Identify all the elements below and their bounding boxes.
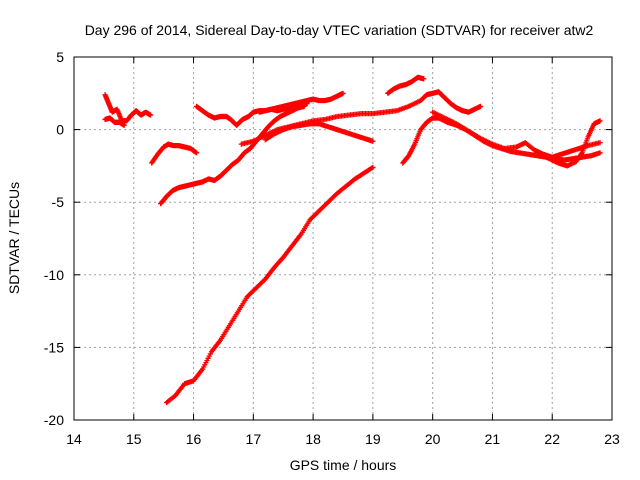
series-s1	[102, 92, 154, 124]
x-tick-label: 18	[305, 431, 321, 447]
data-point	[193, 150, 200, 156]
x-tick-label: 21	[485, 431, 501, 447]
series-s4	[256, 90, 346, 115]
y-tick-label: 0	[56, 122, 64, 138]
y-tick-label: -5	[52, 194, 65, 210]
plot-frame	[73, 56, 613, 421]
data-point	[340, 90, 346, 96]
data-point	[147, 112, 154, 118]
x-tick-label: 22	[544, 431, 560, 447]
series-s5	[158, 103, 307, 207]
series-s10	[400, 115, 603, 166]
data-point	[597, 118, 603, 124]
axis-ticks	[73, 56, 613, 421]
series-s12	[537, 118, 603, 169]
x-tick-label: 17	[246, 431, 262, 447]
y-tick-label: 5	[56, 49, 64, 65]
data-point	[477, 103, 484, 109]
data-point	[370, 138, 376, 144]
x-tick-label: 16	[186, 431, 202, 447]
data-points	[102, 74, 603, 406]
chart-title: Day 296 of 2014, Sidereal Day-to-day VTE…	[85, 22, 594, 38]
y-tick-label: -15	[44, 339, 64, 355]
y-tick-label: -10	[44, 267, 64, 283]
x-tick-label: 23	[604, 431, 620, 447]
y-tick-label: -20	[44, 412, 64, 428]
x-tick-label: 20	[425, 431, 441, 447]
series-s1b	[102, 115, 127, 128]
data-point	[597, 140, 603, 146]
data-point	[121, 122, 127, 128]
x-tick-label: 15	[126, 431, 142, 447]
y-axis-label: SDTVAR / TECUs	[6, 182, 22, 294]
data-point	[597, 150, 603, 156]
data-point	[421, 76, 427, 82]
x-tick-label: 14	[66, 431, 82, 447]
data-point	[301, 103, 307, 109]
tick-labels: 14 15 16 17 18 19 20 21 22 23 -20 -15 -10 -5 0 5	[44, 49, 620, 447]
x-axis-label: GPS time / hours	[290, 457, 397, 473]
series-s7	[262, 121, 376, 144]
series-s2	[149, 141, 200, 166]
grid	[74, 57, 612, 420]
series-s9	[164, 164, 376, 406]
data-point	[370, 164, 376, 170]
x-tick-label: 19	[365, 431, 381, 447]
series-s8	[385, 74, 427, 96]
